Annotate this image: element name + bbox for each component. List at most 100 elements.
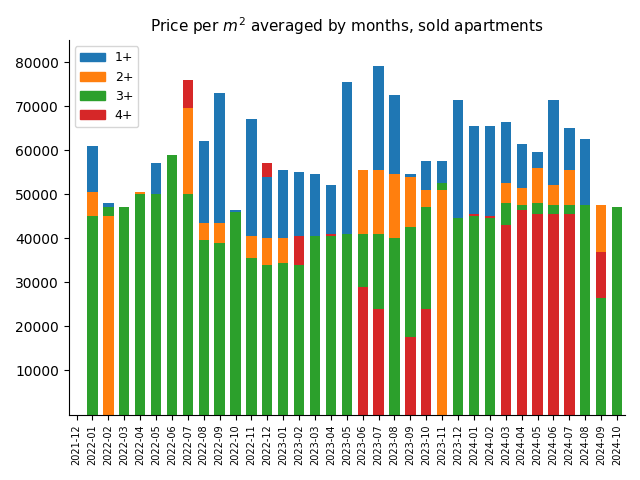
- Bar: [326, 234, 336, 415]
- Bar: [564, 214, 575, 415]
- Bar: [230, 212, 241, 415]
- Legend: 1+, 2+, 3+, 4+: 1+, 2+, 3+, 4+: [75, 46, 138, 127]
- Title: Price per $m^2$ averaged by months, sold apartments: Price per $m^2$ averaged by months, sold…: [150, 15, 543, 36]
- Bar: [437, 161, 447, 415]
- Bar: [373, 66, 384, 415]
- Bar: [294, 236, 304, 415]
- Bar: [500, 121, 511, 415]
- Bar: [326, 185, 336, 415]
- Bar: [246, 120, 257, 415]
- Bar: [389, 174, 399, 415]
- Bar: [548, 205, 559, 415]
- Bar: [421, 207, 431, 415]
- Bar: [246, 258, 257, 415]
- Bar: [484, 218, 495, 415]
- Bar: [182, 108, 193, 415]
- Bar: [310, 174, 320, 415]
- Bar: [516, 205, 527, 415]
- Bar: [580, 139, 591, 415]
- Bar: [326, 234, 336, 415]
- Bar: [389, 238, 399, 415]
- Bar: [389, 95, 399, 415]
- Bar: [326, 236, 336, 415]
- Bar: [532, 152, 543, 415]
- Bar: [548, 214, 559, 415]
- Bar: [469, 216, 479, 415]
- Bar: [167, 155, 177, 415]
- Bar: [103, 207, 113, 415]
- Bar: [214, 223, 225, 415]
- Bar: [516, 144, 527, 415]
- Bar: [342, 234, 352, 415]
- Bar: [437, 190, 447, 415]
- Bar: [596, 252, 606, 415]
- Bar: [358, 170, 368, 415]
- Bar: [182, 194, 193, 415]
- Bar: [294, 236, 304, 415]
- Bar: [612, 207, 622, 415]
- Bar: [405, 174, 415, 415]
- Bar: [214, 243, 225, 415]
- Bar: [135, 192, 145, 415]
- Bar: [500, 225, 511, 415]
- Bar: [119, 207, 129, 415]
- Bar: [262, 238, 273, 415]
- Bar: [596, 205, 606, 415]
- Bar: [358, 170, 368, 415]
- Bar: [405, 177, 415, 415]
- Bar: [230, 212, 241, 415]
- Bar: [453, 218, 463, 415]
- Bar: [373, 234, 384, 415]
- Bar: [532, 214, 543, 415]
- Bar: [469, 126, 479, 415]
- Bar: [342, 82, 352, 415]
- Bar: [151, 194, 161, 415]
- Bar: [182, 108, 193, 415]
- Bar: [516, 188, 527, 415]
- Bar: [421, 190, 431, 415]
- Bar: [596, 205, 606, 415]
- Bar: [246, 236, 257, 415]
- Bar: [182, 80, 193, 415]
- Bar: [548, 99, 559, 415]
- Bar: [405, 228, 415, 415]
- Bar: [87, 146, 98, 415]
- Bar: [421, 161, 431, 415]
- Bar: [342, 234, 352, 415]
- Bar: [135, 194, 145, 415]
- Bar: [580, 205, 591, 415]
- Bar: [198, 223, 209, 415]
- Bar: [484, 216, 495, 415]
- Bar: [580, 205, 591, 415]
- Bar: [564, 170, 575, 415]
- Bar: [294, 172, 304, 415]
- Bar: [294, 265, 304, 415]
- Bar: [358, 287, 368, 415]
- Bar: [87, 192, 98, 415]
- Bar: [469, 214, 479, 415]
- Bar: [119, 207, 129, 415]
- Bar: [167, 155, 177, 415]
- Bar: [564, 205, 575, 415]
- Bar: [151, 163, 161, 415]
- Bar: [453, 99, 463, 415]
- Bar: [437, 183, 447, 415]
- Bar: [103, 203, 113, 415]
- Bar: [484, 126, 495, 415]
- Bar: [262, 177, 273, 415]
- Bar: [167, 155, 177, 415]
- Bar: [500, 203, 511, 415]
- Bar: [198, 240, 209, 415]
- Bar: [278, 170, 289, 415]
- Bar: [421, 309, 431, 415]
- Bar: [612, 207, 622, 415]
- Bar: [87, 216, 98, 415]
- Bar: [373, 170, 384, 415]
- Bar: [358, 234, 368, 415]
- Bar: [103, 216, 113, 415]
- Bar: [564, 128, 575, 415]
- Bar: [262, 163, 273, 415]
- Bar: [532, 168, 543, 415]
- Bar: [596, 298, 606, 415]
- Bar: [151, 194, 161, 415]
